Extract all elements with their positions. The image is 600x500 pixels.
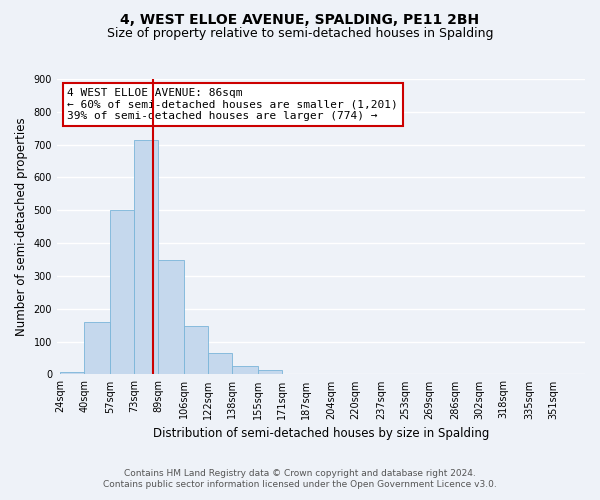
Text: 4 WEST ELLOE AVENUE: 86sqm
← 60% of semi-detached houses are smaller (1,201)
39%: 4 WEST ELLOE AVENUE: 86sqm ← 60% of semi… [67, 88, 398, 121]
Text: Size of property relative to semi-detached houses in Spalding: Size of property relative to semi-detach… [107, 28, 493, 40]
Bar [208, 353, 232, 374]
Bar [232, 366, 257, 374]
Text: Contains HM Land Registry data © Crown copyright and database right 2024.: Contains HM Land Registry data © Crown c… [124, 468, 476, 477]
Text: Contains public sector information licensed under the Open Government Licence v3: Contains public sector information licen… [103, 480, 497, 489]
Bar [84, 322, 110, 374]
Text: 4, WEST ELLOE AVENUE, SPALDING, PE11 2BH: 4, WEST ELLOE AVENUE, SPALDING, PE11 2BH [121, 12, 479, 26]
Bar [60, 372, 84, 374]
Bar [184, 326, 208, 374]
X-axis label: Distribution of semi-detached houses by size in Spalding: Distribution of semi-detached houses by … [153, 427, 489, 440]
Bar [134, 140, 158, 374]
Bar [110, 210, 134, 374]
Bar [158, 260, 184, 374]
Bar [257, 370, 282, 374]
Y-axis label: Number of semi-detached properties: Number of semi-detached properties [15, 118, 28, 336]
